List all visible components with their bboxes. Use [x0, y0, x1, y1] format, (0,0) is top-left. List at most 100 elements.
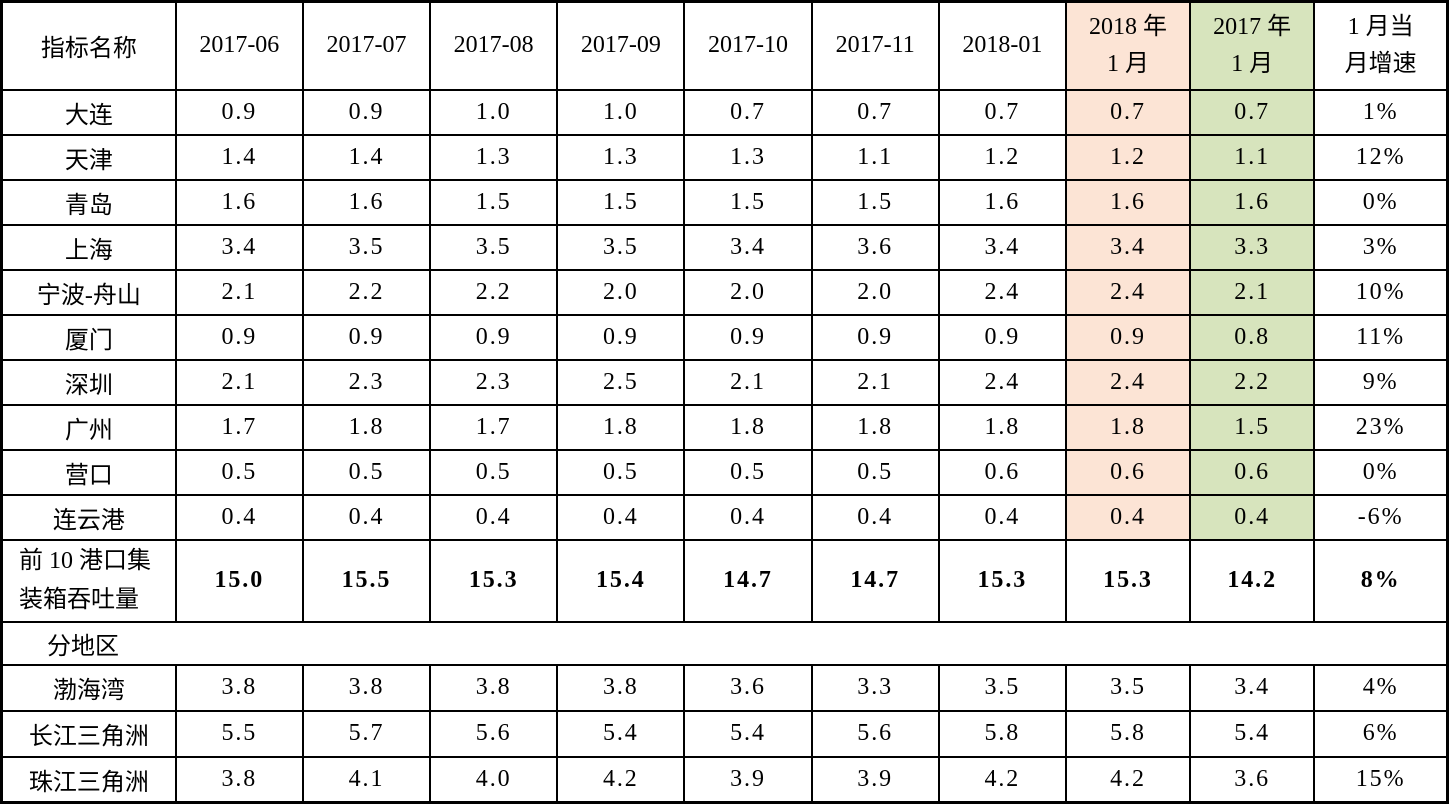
value-cell-2018-jan: 5.8 [1064, 709, 1192, 758]
value-cell-2017-jan: 14.2 [1189, 538, 1316, 623]
value-cell: 3.4 [683, 223, 813, 271]
value-cell: 0.9 [174, 313, 304, 361]
row-name: 厦门 [0, 313, 177, 361]
header-2017-jan: 2017 年 1 月 [1189, 0, 1316, 91]
value-cell: 0.9 [174, 88, 304, 136]
value-cell: 0.4 [174, 493, 304, 541]
growth-cell: 1% [1313, 88, 1449, 136]
row-name: 天津 [0, 133, 177, 181]
value-cell: 1.6 [301, 178, 432, 226]
value-cell: 0.5 [429, 448, 559, 496]
value-cell: 2.3 [301, 358, 432, 406]
port-row: 宁波-舟山 2.1 2.2 2.2 2.0 2.0 2.0 2.4 2.4 2.1 10% [0, 268, 1449, 316]
value-cell: 0.7 [937, 88, 1067, 136]
header-date-2018-01: 2018-01 [937, 0, 1067, 91]
value-cell-2017-jan: 2.2 [1189, 358, 1316, 406]
value-cell-2018-jan: 15.3 [1064, 538, 1192, 623]
value-cell: 3.8 [301, 663, 432, 712]
value-cell: 3.6 [683, 663, 813, 712]
value-cell: 0.9 [683, 313, 813, 361]
value-cell: 2.1 [174, 268, 304, 316]
row-name: 深圳 [0, 358, 177, 406]
value-cell-2017-jan: 3.4 [1189, 663, 1316, 712]
value-cell-2017-jan: 3.3 [1189, 223, 1316, 271]
value-cell: 2.3 [429, 358, 559, 406]
value-cell-2018-jan: 1.8 [1064, 403, 1192, 451]
value-cell: 1.2 [937, 133, 1067, 181]
value-cell: 0.5 [174, 448, 304, 496]
row-name: 上海 [0, 223, 177, 271]
growth-cell: 8% [1313, 538, 1449, 623]
value-cell: 15.3 [429, 538, 559, 623]
value-cell-2018-jan: 0.9 [1064, 313, 1192, 361]
header-2018-jan-line1: 2018 年 [1089, 13, 1168, 40]
value-cell: 4.2 [937, 755, 1067, 804]
value-cell: 3.8 [174, 755, 304, 804]
value-cell: 15.0 [174, 538, 304, 623]
header-growth: 1 月当 月增速 [1313, 0, 1449, 91]
value-cell: 0.6 [937, 448, 1067, 496]
value-cell: 0.4 [429, 493, 559, 541]
growth-cell: 15% [1313, 755, 1449, 804]
value-cell: 5.6 [429, 709, 559, 758]
value-cell: 5.5 [174, 709, 304, 758]
value-cell: 5.8 [937, 709, 1067, 758]
value-cell: 1.7 [174, 403, 304, 451]
value-cell: 5.4 [556, 709, 686, 758]
value-cell-2018-jan: 0.7 [1064, 88, 1192, 136]
value-cell-2017-jan: 1.1 [1189, 133, 1316, 181]
row-name-line: 前 10 港口集 [19, 548, 151, 575]
value-cell: 1.0 [556, 88, 686, 136]
value-cell-2017-jan: 2.1 [1189, 268, 1316, 316]
table-body: 大连 0.9 0.9 1.0 1.0 0.7 0.7 0.7 0.7 0.7 1% 天津 1.4 1.4 1… [0, 88, 1449, 804]
total-row: 前 10 港口集 装箱吞吐量 15.0 15.5 15.3 15.4 14.7 14.7 15.… [0, 538, 1449, 623]
port-row: 天津 1.4 1.4 1.3 1.3 1.3 1.1 1.2 1.2 1.1 12% [0, 133, 1449, 181]
value-cell-2018-jan: 1.6 [1064, 178, 1192, 226]
value-cell: 3.5 [937, 663, 1067, 712]
row-name: 大连 [0, 88, 177, 136]
value-cell: 1.3 [683, 133, 813, 181]
value-cell: 2.2 [301, 268, 432, 316]
header-date-2017-07: 2017-07 [301, 0, 432, 91]
value-cell: 3.9 [683, 755, 813, 804]
value-cell-2018-jan: 2.4 [1064, 358, 1192, 406]
value-cell-2018-jan: 0.6 [1064, 448, 1192, 496]
value-cell: 1.8 [810, 403, 940, 451]
header-2018-jan-line2: 1 月 [1107, 50, 1150, 77]
value-cell: 2.0 [810, 268, 940, 316]
region-row: 珠江三角洲 3.8 4.1 4.0 4.2 3.9 3.9 4.2 4.2 3.6 15% [0, 755, 1449, 804]
value-cell: 1.8 [556, 403, 686, 451]
value-cell: 2.1 [810, 358, 940, 406]
value-cell: 2.4 [937, 358, 1067, 406]
value-cell: 15.5 [301, 538, 432, 623]
value-cell-2017-jan: 3.6 [1189, 755, 1316, 804]
header-date-2017-10: 2017-10 [683, 0, 813, 91]
growth-cell: 12% [1313, 133, 1449, 181]
value-cell: 5.7 [301, 709, 432, 758]
header-row: 指标名称 2017-06 2017-07 2017-08 2017-09 201… [0, 0, 1449, 91]
value-cell: 1.6 [174, 178, 304, 226]
value-cell: 2.1 [683, 358, 813, 406]
value-cell-2017-jan: 0.4 [1189, 493, 1316, 541]
value-cell: 0.5 [810, 448, 940, 496]
value-cell: 3.9 [810, 755, 940, 804]
value-cell: 3.6 [810, 223, 940, 271]
value-cell: 1.5 [810, 178, 940, 226]
growth-cell: 11% [1313, 313, 1449, 361]
value-cell-2018-jan: 2.4 [1064, 268, 1192, 316]
header-growth-line1: 1 月当 [1347, 13, 1414, 40]
row-name: 连云港 [0, 493, 177, 541]
value-cell: 15.3 [937, 538, 1067, 623]
value-cell: 3.8 [429, 663, 559, 712]
value-cell-2017-jan: 0.8 [1189, 313, 1316, 361]
value-cell: 3.4 [937, 223, 1067, 271]
port-row: 大连 0.9 0.9 1.0 1.0 0.7 0.7 0.7 0.7 0.7 1% [0, 88, 1449, 136]
row-name: 渤海湾 [0, 663, 177, 712]
growth-cell: 3% [1313, 223, 1449, 271]
value-cell: 2.1 [174, 358, 304, 406]
value-cell: 3.8 [556, 663, 686, 712]
value-cell: 2.2 [429, 268, 559, 316]
row-name: 长江三角洲 [0, 709, 177, 758]
value-cell-2018-jan: 0.4 [1064, 493, 1192, 541]
value-cell: 14.7 [683, 538, 813, 623]
